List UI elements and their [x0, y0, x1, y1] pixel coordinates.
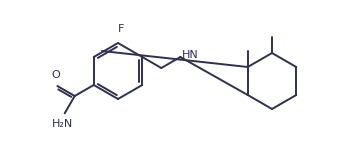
Text: H₂N: H₂N — [52, 119, 73, 129]
Text: HN: HN — [182, 50, 199, 60]
Text: F: F — [118, 24, 124, 34]
Text: O: O — [51, 70, 60, 80]
